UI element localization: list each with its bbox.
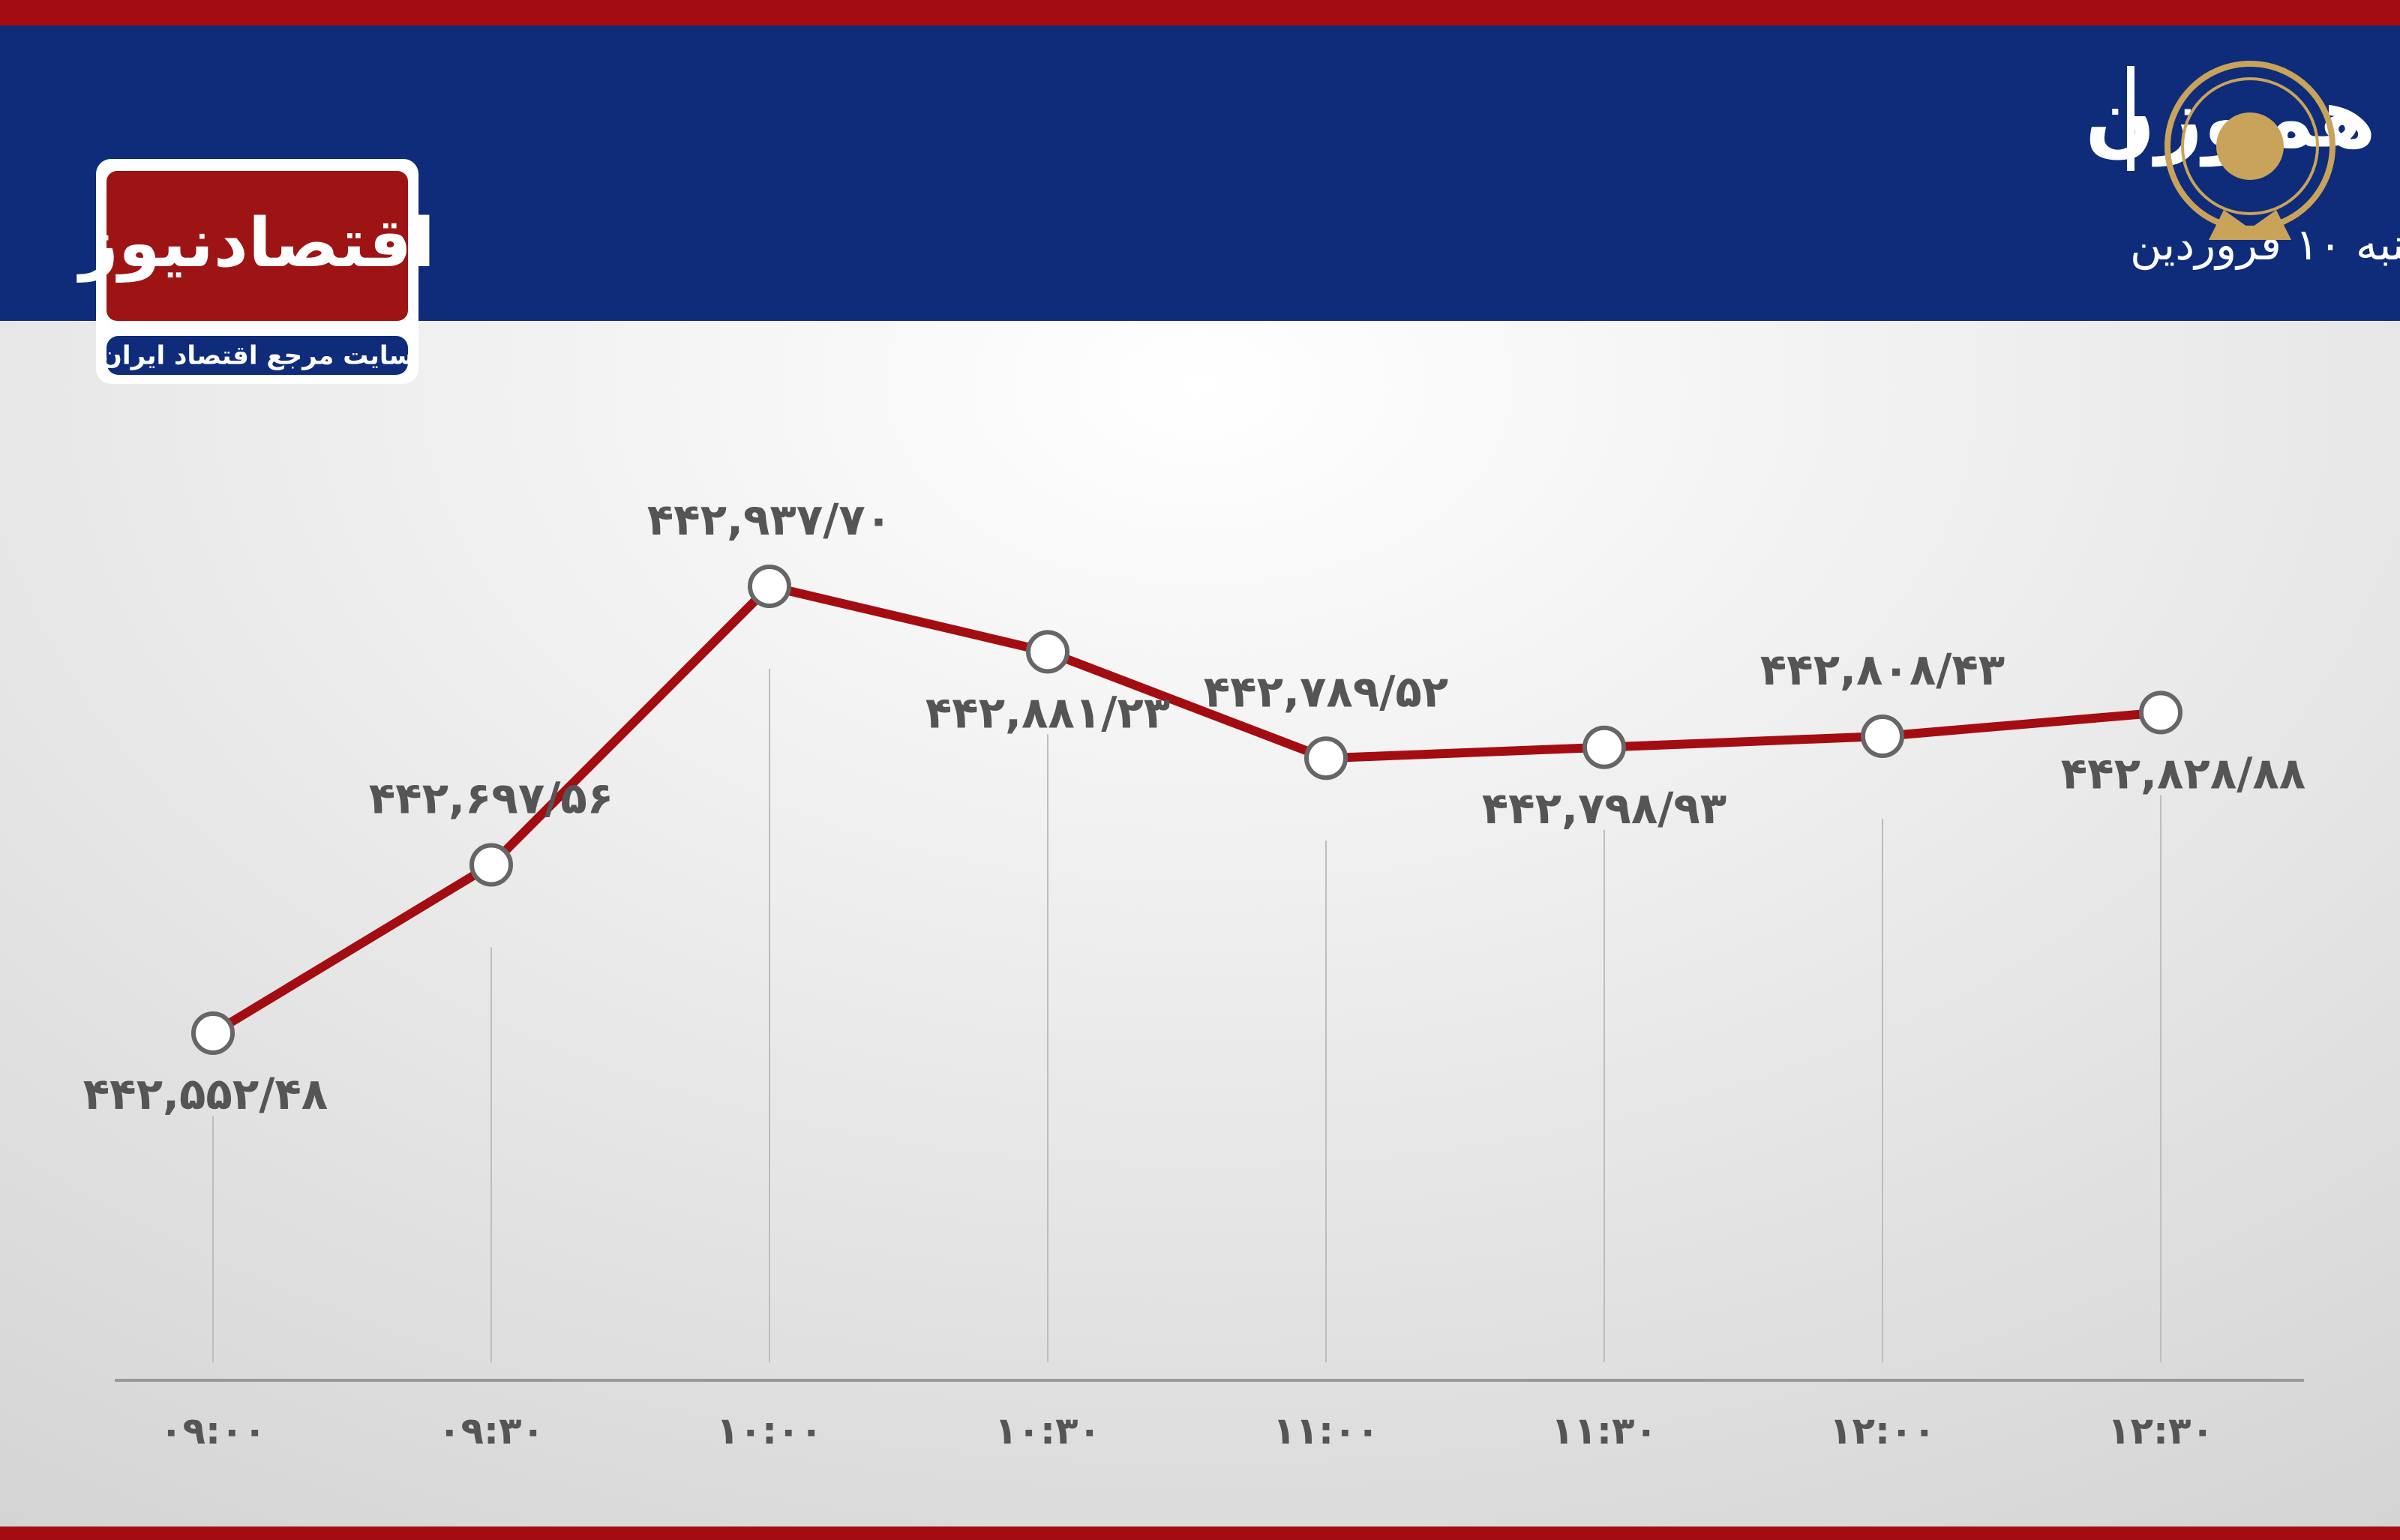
x-tick-label: ۱۱:۰۰ bbox=[1273, 1410, 1379, 1453]
x-tick-label: ۱۲:۳۰ bbox=[2108, 1410, 2214, 1453]
point bbox=[1861, 715, 1904, 759]
bottom-stripe bbox=[0, 1527, 2400, 1540]
logo: اقتصادنیوز سایت مرجع اقتصاد ایران bbox=[76, 159, 435, 384]
logo-name: اقتصادنیوز bbox=[76, 204, 435, 283]
x-tick-label: ۱۰:۰۰ bbox=[716, 1410, 823, 1453]
value-label: ۴۴۲,۸۸۱/۲۳ bbox=[926, 687, 1170, 738]
emblem bbox=[2164, 61, 2336, 240]
point bbox=[1304, 736, 1348, 780]
value-label: ۴۴۲,۸۰۸/۴۳ bbox=[1760, 644, 2005, 695]
x-tick-label: ۱۱:۳۰ bbox=[1551, 1410, 1658, 1453]
x-tick-label: ۱۲:۰۰ bbox=[1829, 1410, 1936, 1453]
value-label: ۴۴۲,۵۵۲/۴۸ bbox=[83, 1068, 328, 1119]
value-label: ۴۴۲,۹۳۷/۷۰ bbox=[647, 494, 892, 545]
point bbox=[2139, 691, 2182, 735]
point bbox=[191, 1011, 235, 1055]
value-label: ۴۴۲,۷۸۹/۵۲ bbox=[1204, 666, 1448, 717]
value-label: ۴۴۲,۷۹۸/۹۳ bbox=[1482, 783, 1726, 834]
title-divider bbox=[2127, 66, 2134, 171]
x-tick-label: ۰۹:۰۰ bbox=[160, 1410, 266, 1453]
value-label: ۴۴۲,۶۹۷/۵۶ bbox=[369, 773, 614, 824]
x-tick-label: ۰۹:۳۰ bbox=[438, 1410, 544, 1453]
point bbox=[1582, 725, 1626, 769]
x-tick-label: ۱۰:۳۰ bbox=[994, 1410, 1101, 1453]
point bbox=[470, 843, 513, 887]
value-label: ۴۴۲,۸۲۸/۸۸ bbox=[2061, 748, 2306, 798]
point bbox=[748, 565, 791, 608]
logo-tagline: سایت مرجع اقتصاد ایران bbox=[100, 341, 414, 371]
line bbox=[210, 582, 2162, 1038]
top-stripe bbox=[0, 0, 2400, 25]
point bbox=[1026, 630, 1070, 674]
